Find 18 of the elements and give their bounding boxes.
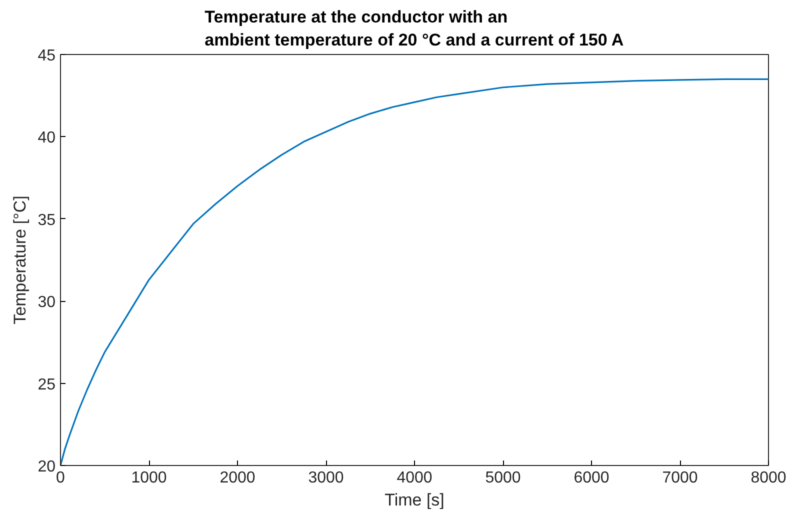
- x-tick-label: 8000: [750, 470, 786, 486]
- x-tick-label: 2000: [220, 470, 256, 486]
- y-axis-title: Temperature [°C]: [10, 196, 30, 324]
- x-tick-label: 5000: [485, 470, 521, 486]
- x-tick-label: 0: [56, 470, 66, 486]
- x-tick-label: 1000: [131, 470, 167, 486]
- x-tick-label: 3000: [308, 470, 344, 486]
- x-tick-label: 7000: [662, 470, 698, 486]
- y-tick-label: 45: [38, 48, 56, 64]
- y-tick-label: 25: [38, 376, 56, 394]
- y-tick-label: 20: [38, 458, 56, 476]
- x-axis-title: Time [s]: [384, 490, 444, 510]
- y-tick-label: 40: [38, 130, 56, 147]
- y-tick-label: 35: [38, 212, 56, 229]
- y-tick-label: 30: [38, 294, 56, 312]
- x-tick-label: 6000: [574, 470, 610, 486]
- chart-title: Temperature at the conductor with an ambient temperature of 20 °C and a current of 150 A: [204, 8, 624, 50]
- x-tick-label: 4000: [396, 470, 432, 486]
